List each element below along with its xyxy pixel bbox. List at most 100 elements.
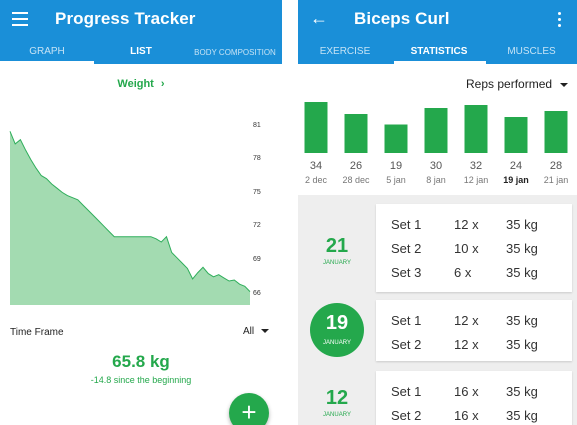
back-arrow-icon[interactable]: ← xyxy=(310,8,328,28)
set-weight: 35 kg xyxy=(506,384,538,399)
set-reps: 12 x xyxy=(454,337,479,352)
set-row: Set 3 6 x 35 kg xyxy=(376,265,572,285)
set-weight: 35 kg xyxy=(506,241,538,256)
metric-dropdown[interactable]: Reps performed xyxy=(466,77,569,91)
reps-bar[interactable] xyxy=(424,108,448,153)
set-row: Set 2 12 x 35 kg xyxy=(376,337,572,357)
tab-body-composition[interactable]: BODY COMPOSITION xyxy=(194,47,276,57)
y-tick-label: 66 xyxy=(253,290,261,297)
set-reps: 10 x xyxy=(454,241,479,256)
biceps-curl-screen: ← Biceps Curl EXERCISE STATISTICS MUSCLE… xyxy=(298,0,577,425)
set-reps: 12 x xyxy=(454,313,479,328)
set-weight: 35 kg xyxy=(506,337,538,352)
reps-bar[interactable] xyxy=(304,102,328,153)
bar-date-label: 8 jan xyxy=(426,175,446,185)
dropdown-arrow-icon xyxy=(560,82,569,87)
bar-date-label: 12 jan xyxy=(464,175,489,185)
set-row: Set 2 10 x 35 kg xyxy=(376,241,572,261)
bar-date-label: 5 jan xyxy=(386,175,406,185)
set-name: Set 2 xyxy=(391,408,422,423)
tab-graph[interactable]: GRAPH xyxy=(29,46,65,57)
set-weight: 35 kg xyxy=(506,217,538,232)
set-name: Set 1 xyxy=(391,313,422,328)
bar-date-label: 21 jan xyxy=(544,175,569,185)
y-tick-label: 81 xyxy=(253,122,261,129)
app-bar: Progress Tracker xyxy=(0,0,282,40)
day-number: 21 xyxy=(325,235,349,257)
progress-tracker-screen: Progress Tracker GRAPH LIST BODY COMPOSI… xyxy=(0,0,282,425)
current-weight: 65.8 kg xyxy=(112,352,170,371)
tab-indicator xyxy=(0,61,94,64)
tab-bar: EXERCISE STATISTICS MUSCLES xyxy=(298,40,577,64)
time-frame-dropdown[interactable]: All xyxy=(243,326,269,337)
menu-icon[interactable] xyxy=(12,12,28,26)
workout-history-list: 21 JANUARY Set 1 12 x 35 kg Set 2 10 x 3… xyxy=(298,195,577,425)
bar-value-label: 26 xyxy=(350,160,362,172)
bar-value-label: 30 xyxy=(430,160,442,172)
tab-muscles[interactable]: MUSCLES xyxy=(507,46,556,57)
tab-exercise[interactable]: EXERCISE xyxy=(319,46,371,57)
set-row: Set 1 16 x 35 kg xyxy=(376,384,572,404)
set-weight: 35 kg xyxy=(506,265,538,280)
set-name: Set 3 xyxy=(391,265,422,280)
bar-value-label: 32 xyxy=(470,160,482,172)
set-weight: 35 kg xyxy=(506,408,538,423)
tab-bar: GRAPH LIST BODY COMPOSITION xyxy=(0,40,282,64)
set-weight: 35 kg xyxy=(506,313,538,328)
app-title: Progress Tracker xyxy=(55,9,196,28)
y-tick-label: 69 xyxy=(253,256,261,263)
set-row: Set 2 16 x 35 kg xyxy=(376,408,572,425)
chevron-right-icon: › xyxy=(160,78,165,90)
day-month: JANUARY xyxy=(323,340,351,346)
sets-card[interactable]: Set 1 12 x 35 kg Set 2 12 x 35 kg xyxy=(376,300,572,361)
set-name: Set 1 xyxy=(391,217,422,232)
time-frame-label: Time Frame xyxy=(10,327,64,338)
reps-bar[interactable] xyxy=(544,111,568,153)
day-number: 19 xyxy=(325,312,349,334)
set-reps: 12 x xyxy=(454,217,479,232)
sets-card[interactable]: Set 1 16 x 35 kg Set 2 16 x 35 kg xyxy=(376,371,572,425)
reps-bar[interactable] xyxy=(504,117,528,153)
add-button[interactable]: + xyxy=(229,393,269,425)
reps-bar[interactable] xyxy=(344,114,368,153)
weight-selector-label: Weight xyxy=(117,78,154,90)
bar-date-label: 2 dec xyxy=(305,175,328,185)
y-tick-label: 78 xyxy=(253,155,261,162)
bar-value-label: 34 xyxy=(310,160,322,172)
tab-statistics[interactable]: STATISTICS xyxy=(410,46,468,57)
tab-indicator xyxy=(394,61,486,64)
set-row: Set 1 12 x 35 kg xyxy=(376,217,572,237)
app-bar: ← Biceps Curl xyxy=(298,0,577,40)
exercise-title: Biceps Curl xyxy=(354,9,450,28)
selected-day-badge: 19 JANUARY xyxy=(310,303,364,357)
weight-selector[interactable]: Weight › xyxy=(0,78,282,90)
bar-value-label: 24 xyxy=(510,160,522,172)
day-month: JANUARY xyxy=(323,260,351,266)
bar-date-label: 19 jan xyxy=(503,175,529,185)
weight-area xyxy=(10,131,250,305)
reps-bar-chart: 34 2 dec 26 28 dec 19 5 jan 30 8 jan 32 12 jan 24 1… xyxy=(304,102,569,185)
time-frame-value: All xyxy=(243,326,255,337)
bar-value-label: 19 xyxy=(390,160,402,172)
sets-card[interactable]: Set 1 12 x 35 kg Set 2 10 x 35 kg Set 3 … xyxy=(376,204,572,292)
bar-value-label: 28 xyxy=(550,160,562,172)
set-reps: 16 x xyxy=(454,384,479,399)
more-options-icon[interactable] xyxy=(558,12,562,28)
weight-line xyxy=(9,131,251,292)
weight-change: -14.8 since the beginning xyxy=(90,375,192,385)
reps-bar[interactable] xyxy=(384,124,408,154)
set-name: Set 2 xyxy=(391,241,422,256)
set-reps: 6 x xyxy=(454,265,472,280)
day-month: JANUARY xyxy=(323,412,351,418)
day-number: 12 xyxy=(325,387,349,409)
metric-label: Reps performed xyxy=(466,77,553,91)
dropdown-arrow-icon xyxy=(260,329,269,334)
set-name: Set 1 xyxy=(391,384,422,399)
set-name: Set 2 xyxy=(391,337,422,352)
set-reps: 16 x xyxy=(454,408,479,423)
set-row: Set 1 12 x 35 kg xyxy=(376,313,572,333)
y-tick-label: 72 xyxy=(253,222,261,229)
weight-area-chart xyxy=(9,131,251,305)
tab-list[interactable]: LIST xyxy=(130,46,152,57)
reps-bar[interactable] xyxy=(464,105,488,153)
